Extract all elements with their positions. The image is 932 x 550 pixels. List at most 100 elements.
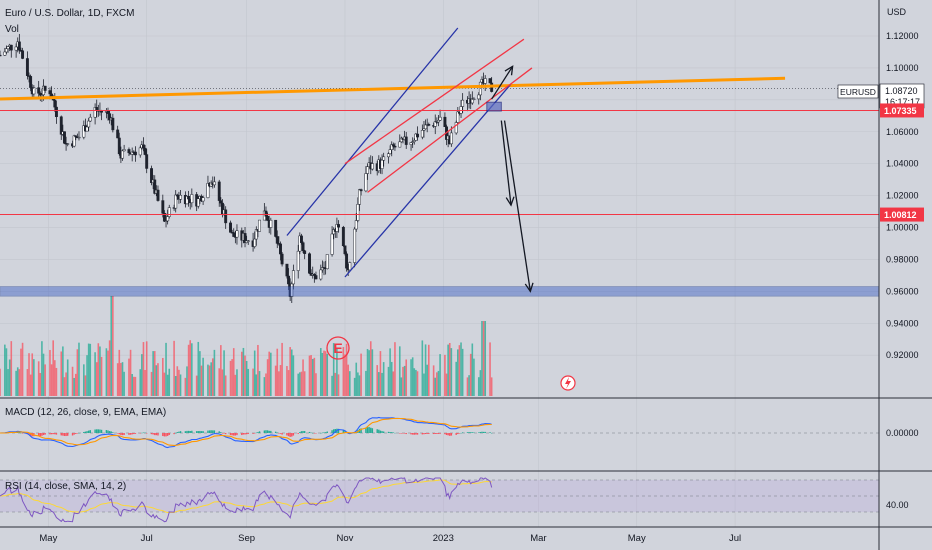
volume-bar — [213, 349, 216, 396]
volume-bar — [78, 342, 80, 396]
macd-histogram-bar — [186, 430, 188, 433]
candle-body — [308, 253, 311, 274]
macd-histogram-bar — [44, 433, 46, 435]
volume-bar — [242, 347, 245, 396]
time-tick-label: Jul — [729, 533, 741, 544]
candle-body — [443, 116, 447, 127]
volume-bar — [247, 368, 250, 396]
volume-bar — [432, 365, 435, 396]
macd-histogram-bar — [321, 432, 324, 434]
candle-body — [298, 235, 302, 252]
candle-body — [366, 166, 369, 174]
symbol-tag: EURUSD — [837, 84, 879, 99]
candle-body — [312, 273, 316, 276]
macd-histogram-bar — [236, 433, 238, 436]
candle-body — [0, 54, 2, 57]
macd-histogram-bar — [112, 432, 114, 433]
candle-body — [88, 116, 92, 122]
time-axis[interactable]: May Jul Sep Nov 2023 Mar May Jul — [39, 533, 741, 544]
earnings-marker[interactable]: E — [326, 336, 350, 360]
volume-bar — [369, 341, 372, 396]
volume-bar — [279, 365, 282, 396]
candle-body — [72, 135, 76, 147]
bar-countdown: 16:17:17 — [885, 97, 920, 107]
volume-bar — [471, 343, 474, 396]
macd-histogram-bar — [257, 432, 259, 433]
volume-bar — [468, 375, 470, 396]
volume-bar — [234, 374, 237, 396]
volume-bar — [8, 359, 11, 396]
macd-line — [0, 416, 492, 449]
volume-bar — [416, 371, 419, 396]
macd-histogram-bar — [460, 432, 462, 434]
price-tick-label: 0.98000 — [886, 254, 919, 264]
macd-histogram-bar — [60, 433, 62, 436]
candle-body — [370, 163, 374, 170]
macd-histogram-bar — [449, 433, 451, 436]
candle-body — [253, 238, 257, 247]
candle-body — [161, 200, 165, 214]
volume-bar — [445, 373, 448, 396]
macd-histogram-bar — [195, 431, 198, 433]
candle-body — [185, 196, 189, 205]
macd-histogram-bar — [405, 433, 407, 435]
macd-histogram-bar — [279, 433, 282, 434]
volume-bar — [52, 340, 54, 396]
volume-bar — [139, 369, 142, 396]
volume-bar — [187, 344, 190, 396]
volume-bar — [66, 359, 69, 396]
macd-histogram-bar — [379, 430, 382, 433]
lightning-icon[interactable] — [560, 375, 576, 391]
macd-histogram-bar — [223, 433, 225, 434]
rsi-legend[interactable]: RSI (14, close, SMA, 14, 2) — [5, 481, 126, 492]
candle-body — [477, 94, 481, 100]
candle-body — [117, 137, 121, 155]
volume-bar — [189, 340, 192, 396]
volume-bar — [448, 342, 451, 396]
volume-bar — [308, 355, 311, 396]
candle-body — [290, 283, 294, 297]
candle-body — [235, 230, 239, 238]
macd-histogram-bar — [291, 433, 293, 437]
volume-bar — [337, 374, 340, 396]
candle-body — [454, 122, 458, 134]
blue-trendline — [344, 83, 512, 278]
macd-tick-label: 0.00000 — [886, 428, 919, 438]
macd-histogram-bar — [144, 432, 146, 434]
time-tick-label: Jul — [141, 533, 153, 544]
volume-bar — [342, 346, 345, 396]
volume-bar — [207, 364, 209, 396]
macd-histogram-bar — [100, 429, 103, 433]
volume-bar — [241, 351, 243, 396]
candle-body — [296, 250, 300, 271]
macd-histogram-bar — [368, 427, 370, 433]
volume-bar — [123, 371, 125, 396]
candle-body — [269, 219, 273, 228]
macd-histogram-bar — [133, 433, 135, 435]
volume-bar — [208, 365, 211, 396]
volume-label[interactable]: Vol — [5, 24, 19, 35]
volume-bar — [131, 374, 133, 396]
macd-histogram-bar — [131, 433, 133, 435]
macd-histogram-bar — [450, 433, 453, 436]
candle-body — [303, 250, 307, 254]
volume-bar — [460, 342, 462, 396]
symbol-title[interactable]: Euro / U.S. Dollar, 1D, FXCM — [5, 8, 134, 19]
volume-bar — [299, 372, 301, 396]
volume-bar — [257, 344, 259, 396]
macd-histogram-bar — [155, 433, 158, 436]
candle-body — [93, 107, 97, 118]
macd-legend[interactable]: MACD (12, 26, close, 9, EMA, EMA) — [5, 407, 166, 418]
macd-histogram-bar — [116, 433, 119, 434]
candle-body — [116, 129, 120, 139]
macd-histogram-bar — [302, 430, 304, 433]
macd-histogram-bar — [400, 433, 403, 434]
candle-body — [341, 226, 345, 247]
rsi-pane — [0, 477, 879, 523]
macd-histogram-bar — [484, 431, 486, 433]
candle-body — [420, 130, 424, 138]
volume-bar — [245, 360, 248, 396]
macd-histogram-bar — [49, 433, 51, 435]
macd-histogram-bar — [424, 433, 427, 435]
